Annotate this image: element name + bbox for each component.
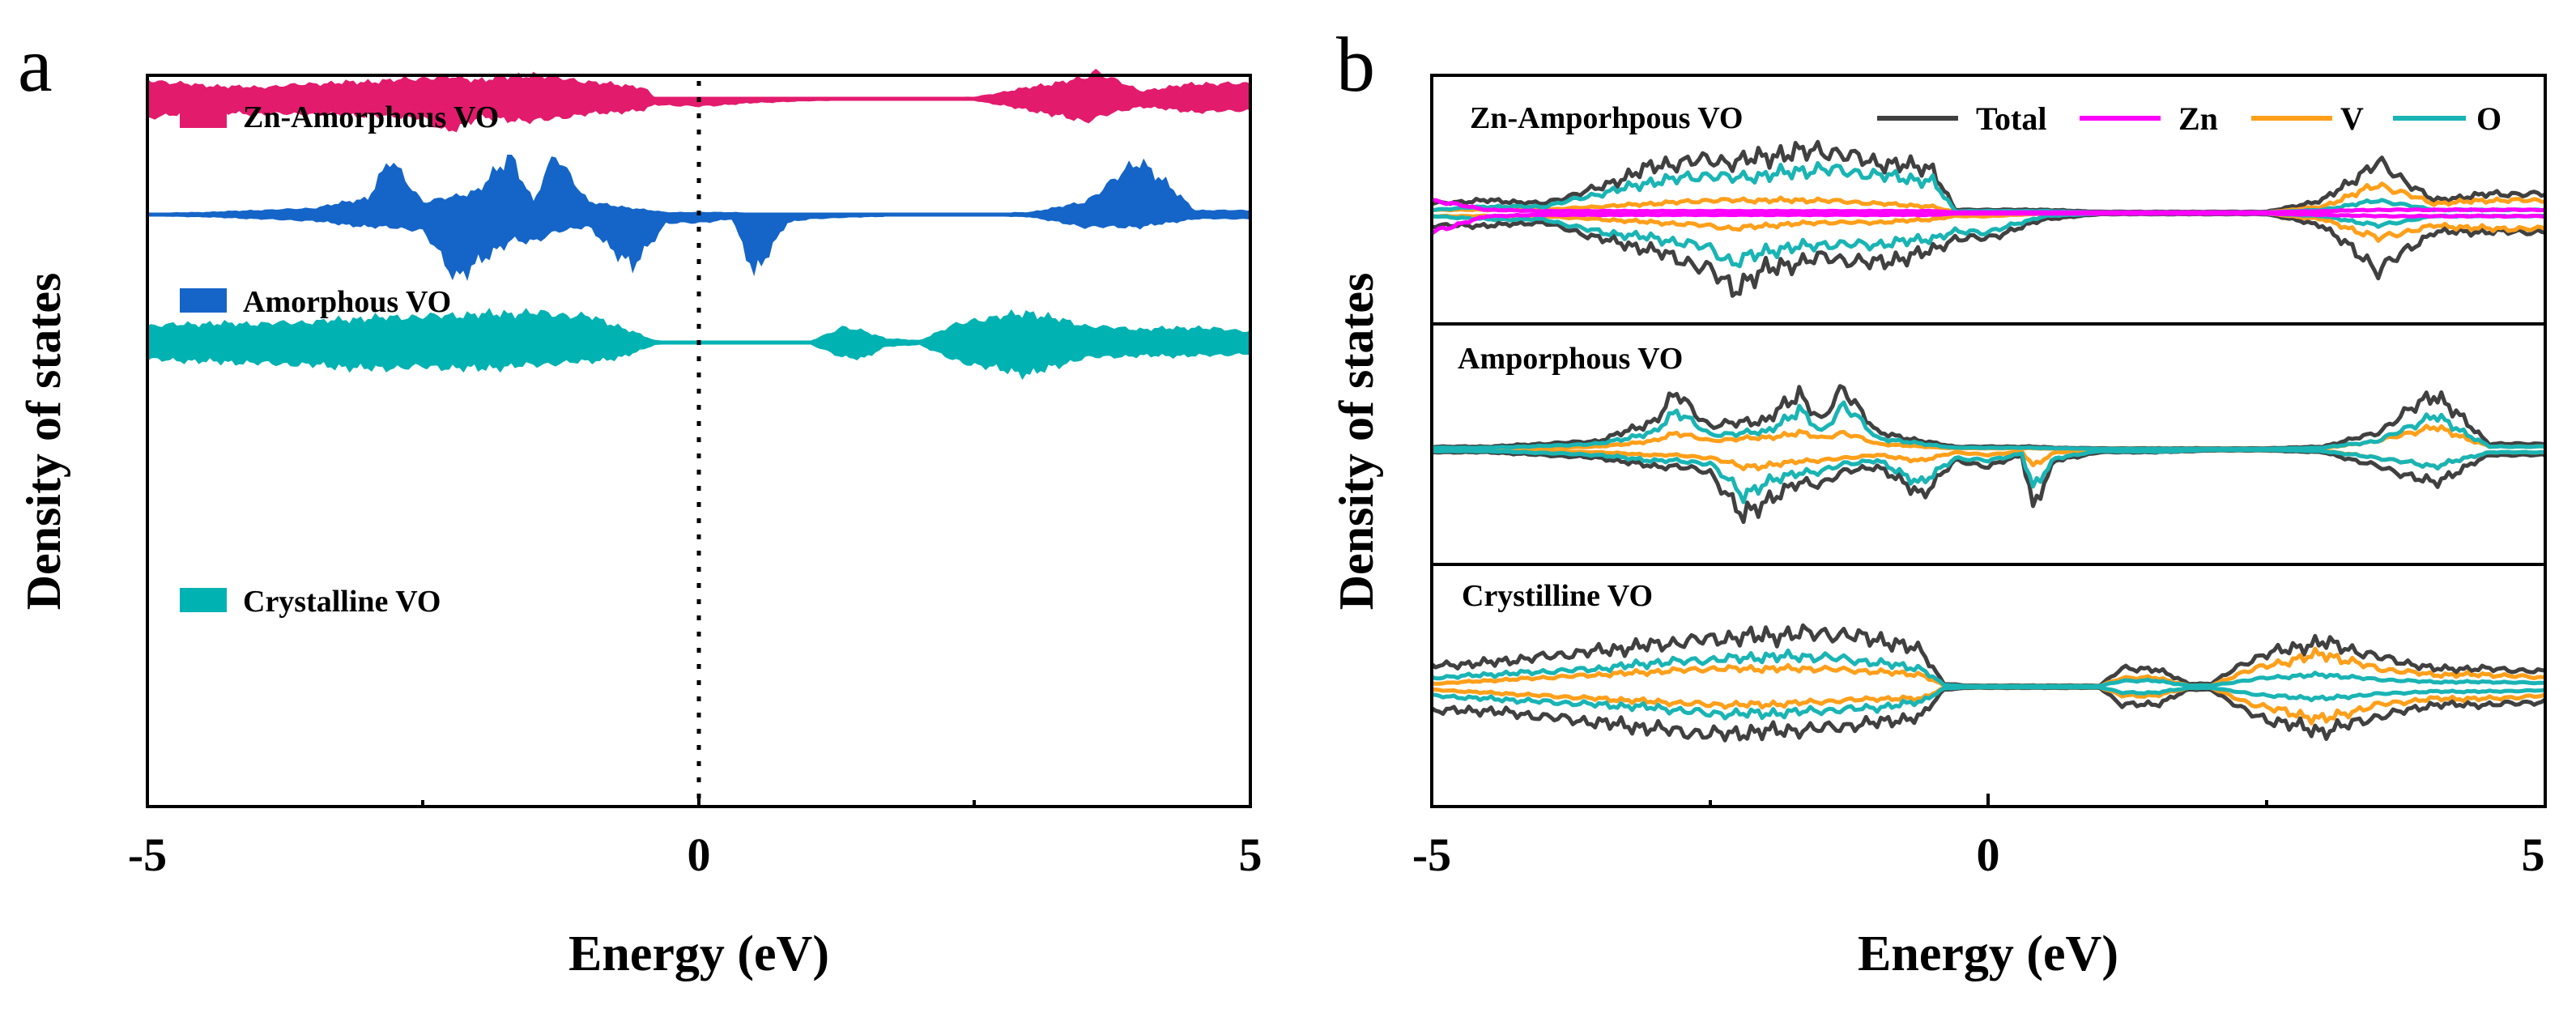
line-amporphous-total-up bbox=[1431, 384, 2546, 451]
line-zn-amporhpous-zn-down bbox=[1430, 211, 2546, 236]
legend-label-total: Total bbox=[1976, 100, 2046, 137]
panel-b-letter: b bbox=[1336, 21, 1375, 108]
panel-b-tick-label: 0 bbox=[1977, 828, 2000, 881]
line-zn-amporhpous-total-down bbox=[1431, 211, 2546, 298]
legend-label-o: O bbox=[2476, 100, 2501, 137]
panel-a-ylabel: Density of states bbox=[17, 273, 70, 611]
subplot-title-zn-amorphous: Zn-Amporhpous VO bbox=[1470, 101, 1743, 135]
panel-b-tick-label: -5 bbox=[1412, 828, 1451, 881]
legend-label-amorphous: Amorphous VO bbox=[243, 285, 451, 319]
legend-label-v: V bbox=[2340, 100, 2364, 137]
panel-b-xlabel: Energy (eV) bbox=[1858, 926, 2118, 981]
line-amporphous-total-down bbox=[1431, 448, 2546, 525]
line-amporphous-o-down bbox=[1431, 448, 2546, 504]
panel-a-tick-label: -5 bbox=[128, 828, 167, 881]
legend-swatch-crystalline bbox=[180, 588, 227, 612]
line-crystilline-o-down bbox=[1431, 685, 2546, 721]
line-crystilline-total-up bbox=[1430, 623, 2546, 688]
legend-label-crystalline: Crystalline VO bbox=[243, 585, 441, 619]
legend-label-zn: Zn bbox=[2178, 100, 2218, 137]
panel-b-ylabel: Density of states bbox=[1330, 273, 1383, 611]
panel-b: b -5 0 5 Energy (eV) Density of states Z… bbox=[1330, 21, 2547, 981]
legend-swatch-amorphous bbox=[180, 288, 227, 313]
panel-b-legend: Total Zn V O bbox=[1877, 100, 2501, 137]
panel-a-tick-label: 5 bbox=[1239, 828, 1262, 881]
line-zn-amporhpous-v-down bbox=[1431, 211, 2546, 243]
line-zn-amporhpous-o-down bbox=[1431, 211, 2546, 269]
subplot-title-amorphous: Amporphous VO bbox=[1458, 342, 1683, 376]
legend-label-zn-amorphous: Zn-Amorphous VO bbox=[243, 100, 499, 134]
panel-b-line-series bbox=[1430, 139, 2547, 743]
panel-a-xlabel: Energy (eV) bbox=[568, 926, 829, 981]
panel-b-tick-label: 5 bbox=[2522, 828, 2545, 881]
subplot-title-crystalline: Crystilline VO bbox=[1462, 579, 1653, 613]
line-amporphous-o-up bbox=[1431, 400, 2546, 451]
panel-a-legend: Zn-Amorphous VO Amorphous VO Crystalline… bbox=[180, 100, 499, 619]
legend-swatch-zn-amorphous bbox=[180, 104, 227, 128]
panel-b-xticks: -5 0 5 bbox=[1412, 794, 2547, 881]
panel-a-xticks: -5 0 5 bbox=[128, 794, 1262, 881]
panel-a: a -5 0 5 Energy (eV) Density of states Z… bbox=[17, 21, 1262, 981]
line-crystilline-total-down bbox=[1430, 685, 2547, 743]
panel-a-tick-label: 0 bbox=[688, 828, 711, 881]
panel-a-letter: a bbox=[18, 21, 53, 108]
